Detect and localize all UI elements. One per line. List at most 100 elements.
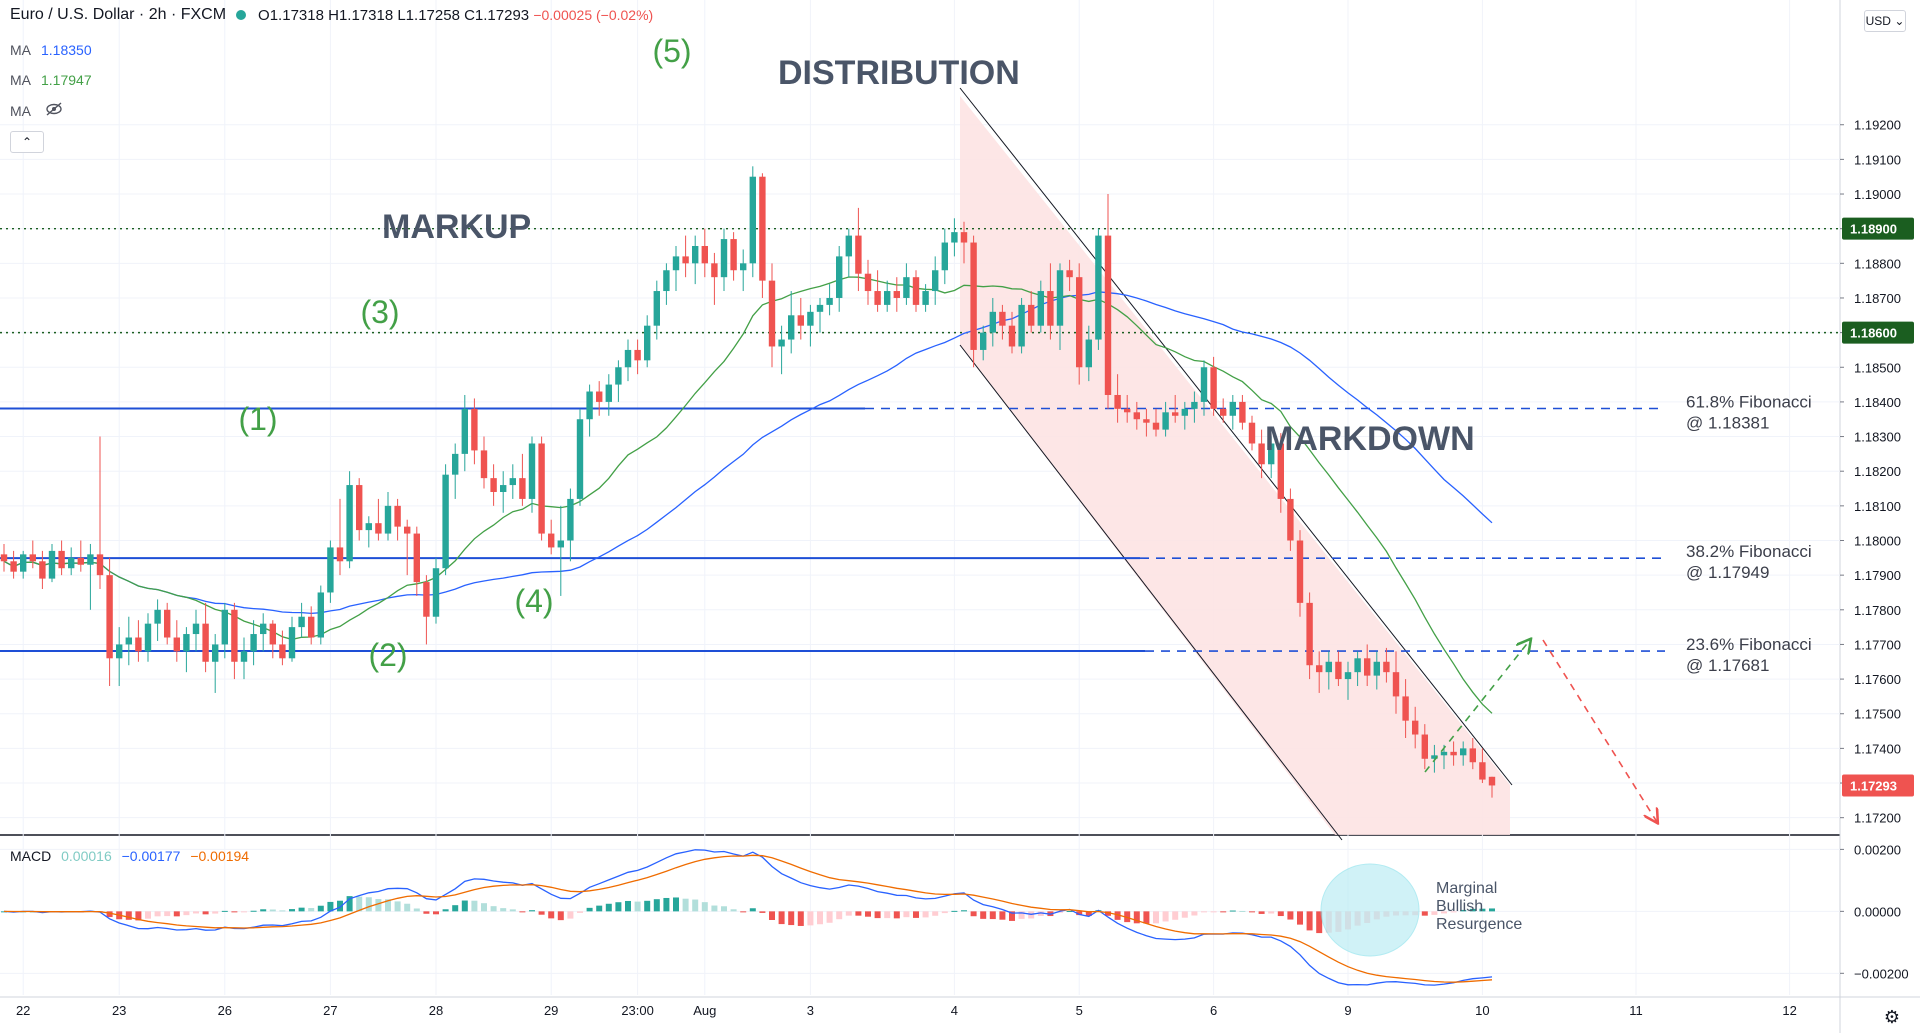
candle-body [836, 256, 843, 298]
candle-body [1373, 661, 1380, 676]
macd-histogram-bar [337, 900, 343, 912]
macd-signal-value: −0.00194 [190, 848, 250, 864]
price-tick-label: 1.18200 [1854, 464, 1901, 479]
macd-histogram-bar [1076, 911, 1083, 916]
eye-hidden-icon[interactable] [41, 102, 63, 119]
candle-body [1383, 661, 1390, 673]
candle-body [634, 349, 641, 361]
projection-arrows [1424, 639, 1657, 822]
candle-body [413, 533, 420, 583]
candle-body [490, 478, 497, 492]
candle-body [308, 616, 315, 638]
macd-histogram-bar [221, 910, 228, 912]
macd-histogram-bar [1306, 911, 1313, 931]
macd-histogram-bar [1450, 911, 1457, 913]
macd-hist-value: 0.00016 [61, 848, 112, 864]
candle-body [0, 554, 8, 562]
macd-annotation-label: Bullish [1436, 898, 1483, 915]
candle-body [1469, 748, 1476, 763]
time-tick-label: 12 [1782, 1003, 1796, 1018]
candle-body [1402, 696, 1409, 721]
macd-histogram-bar [1191, 911, 1198, 916]
candle-body [816, 304, 824, 312]
price-tick-label: 1.18700 [1854, 291, 1901, 306]
symbol-title[interactable]: Euro / U.S. Dollar · 2h · FXCM [10, 6, 227, 23]
ma-legend-2[interactable]: MA 1.17947 [10, 72, 92, 88]
candle-body [423, 582, 430, 617]
macd-histogram-bar [730, 909, 737, 912]
candle-body [1421, 734, 1428, 759]
macd-histogram-bar [1239, 910, 1246, 912]
price-tag [1842, 217, 1914, 240]
ma-legend-1[interactable]: MA 1.18350 [10, 42, 92, 58]
macd-histogram-bar [817, 911, 823, 925]
candle-body [730, 239, 737, 271]
candle-body [1344, 672, 1352, 680]
currency-selector[interactable]: USD ⌄ [1864, 10, 1906, 32]
fib-value-label: @ 1.17949 [1686, 563, 1769, 582]
macd-legend[interactable]: MACD 0.00016 −0.00177 −0.00194 [10, 848, 249, 864]
time-tick-label: 22 [16, 1003, 30, 1018]
macd-histogram-bar [231, 911, 238, 913]
macd-histogram-bar [1297, 911, 1303, 925]
candle-body [1277, 443, 1284, 499]
candle-body [442, 474, 449, 569]
candle-body [106, 575, 113, 659]
macd-histogram-bar [442, 909, 449, 912]
phase-label: DISTRIBUTION [778, 54, 1020, 92]
price-tag-label: 1.18900 [1850, 222, 1897, 237]
candle-body [596, 391, 603, 402]
macd-histogram-bar [260, 909, 267, 912]
candles [0, 166, 1496, 798]
macd-histogram-bar [394, 901, 401, 912]
macd-histogram-bar [865, 911, 871, 917]
price-tick-label: 1.18400 [1854, 395, 1901, 410]
macd-histogram-bar [1479, 908, 1486, 912]
macd-histogram-bar [1133, 911, 1140, 924]
candle-body [1239, 401, 1246, 423]
time-tick-label: 29 [544, 1003, 558, 1018]
moving-averages [3, 276, 1493, 714]
time-tick-label: 23:00 [621, 1003, 654, 1018]
candle-body [1008, 325, 1016, 347]
macd-histogram-bar [452, 905, 459, 912]
macd-histogram-bar [692, 899, 699, 912]
macd-histogram-bar [941, 911, 948, 914]
bearish-projection-arrow [1542, 639, 1657, 822]
macd-histogram-bar [644, 900, 651, 912]
macd-histogram-bar [1268, 911, 1275, 914]
candle-body [1440, 751, 1448, 756]
channel-lower-line [959, 344, 1343, 841]
time-tick-label: 4 [951, 1003, 958, 1018]
macd-histogram-bar [154, 911, 161, 917]
candle-body [893, 291, 900, 298]
candle-body [663, 270, 670, 292]
gear-icon[interactable]: ⚙ [1883, 1007, 1900, 1027]
candle-body [432, 568, 440, 617]
ohlc-close: C1.17293 [464, 6, 530, 24]
candle-body [1210, 367, 1217, 409]
candle-body [1076, 277, 1083, 368]
macd-line-value: −0.00177 [121, 848, 181, 864]
time-tick-label: 5 [1076, 1003, 1083, 1018]
price-tick-label: 1.18100 [1854, 499, 1901, 514]
macd-histogram-bar [682, 898, 689, 912]
price-tag [1842, 321, 1914, 344]
candle-body [500, 485, 507, 492]
candle-body [778, 339, 785, 347]
candle-body [68, 557, 75, 569]
candle-body [48, 550, 56, 579]
price-tick-label: 1.17400 [1854, 741, 1901, 756]
collapse-legend-button[interactable]: ⌃ [10, 131, 44, 153]
candle-body [1412, 720, 1419, 735]
macd-histogram-bar [1258, 911, 1265, 914]
candle-body [1018, 304, 1025, 347]
ma-legend-3[interactable]: MA [10, 102, 63, 119]
candle-body [903, 277, 910, 298]
candle-body [864, 273, 872, 292]
macd-histogram-bar [1431, 911, 1438, 915]
macd-histogram-bar [893, 911, 900, 919]
candle-body [711, 263, 718, 278]
candle-body [58, 550, 65, 569]
